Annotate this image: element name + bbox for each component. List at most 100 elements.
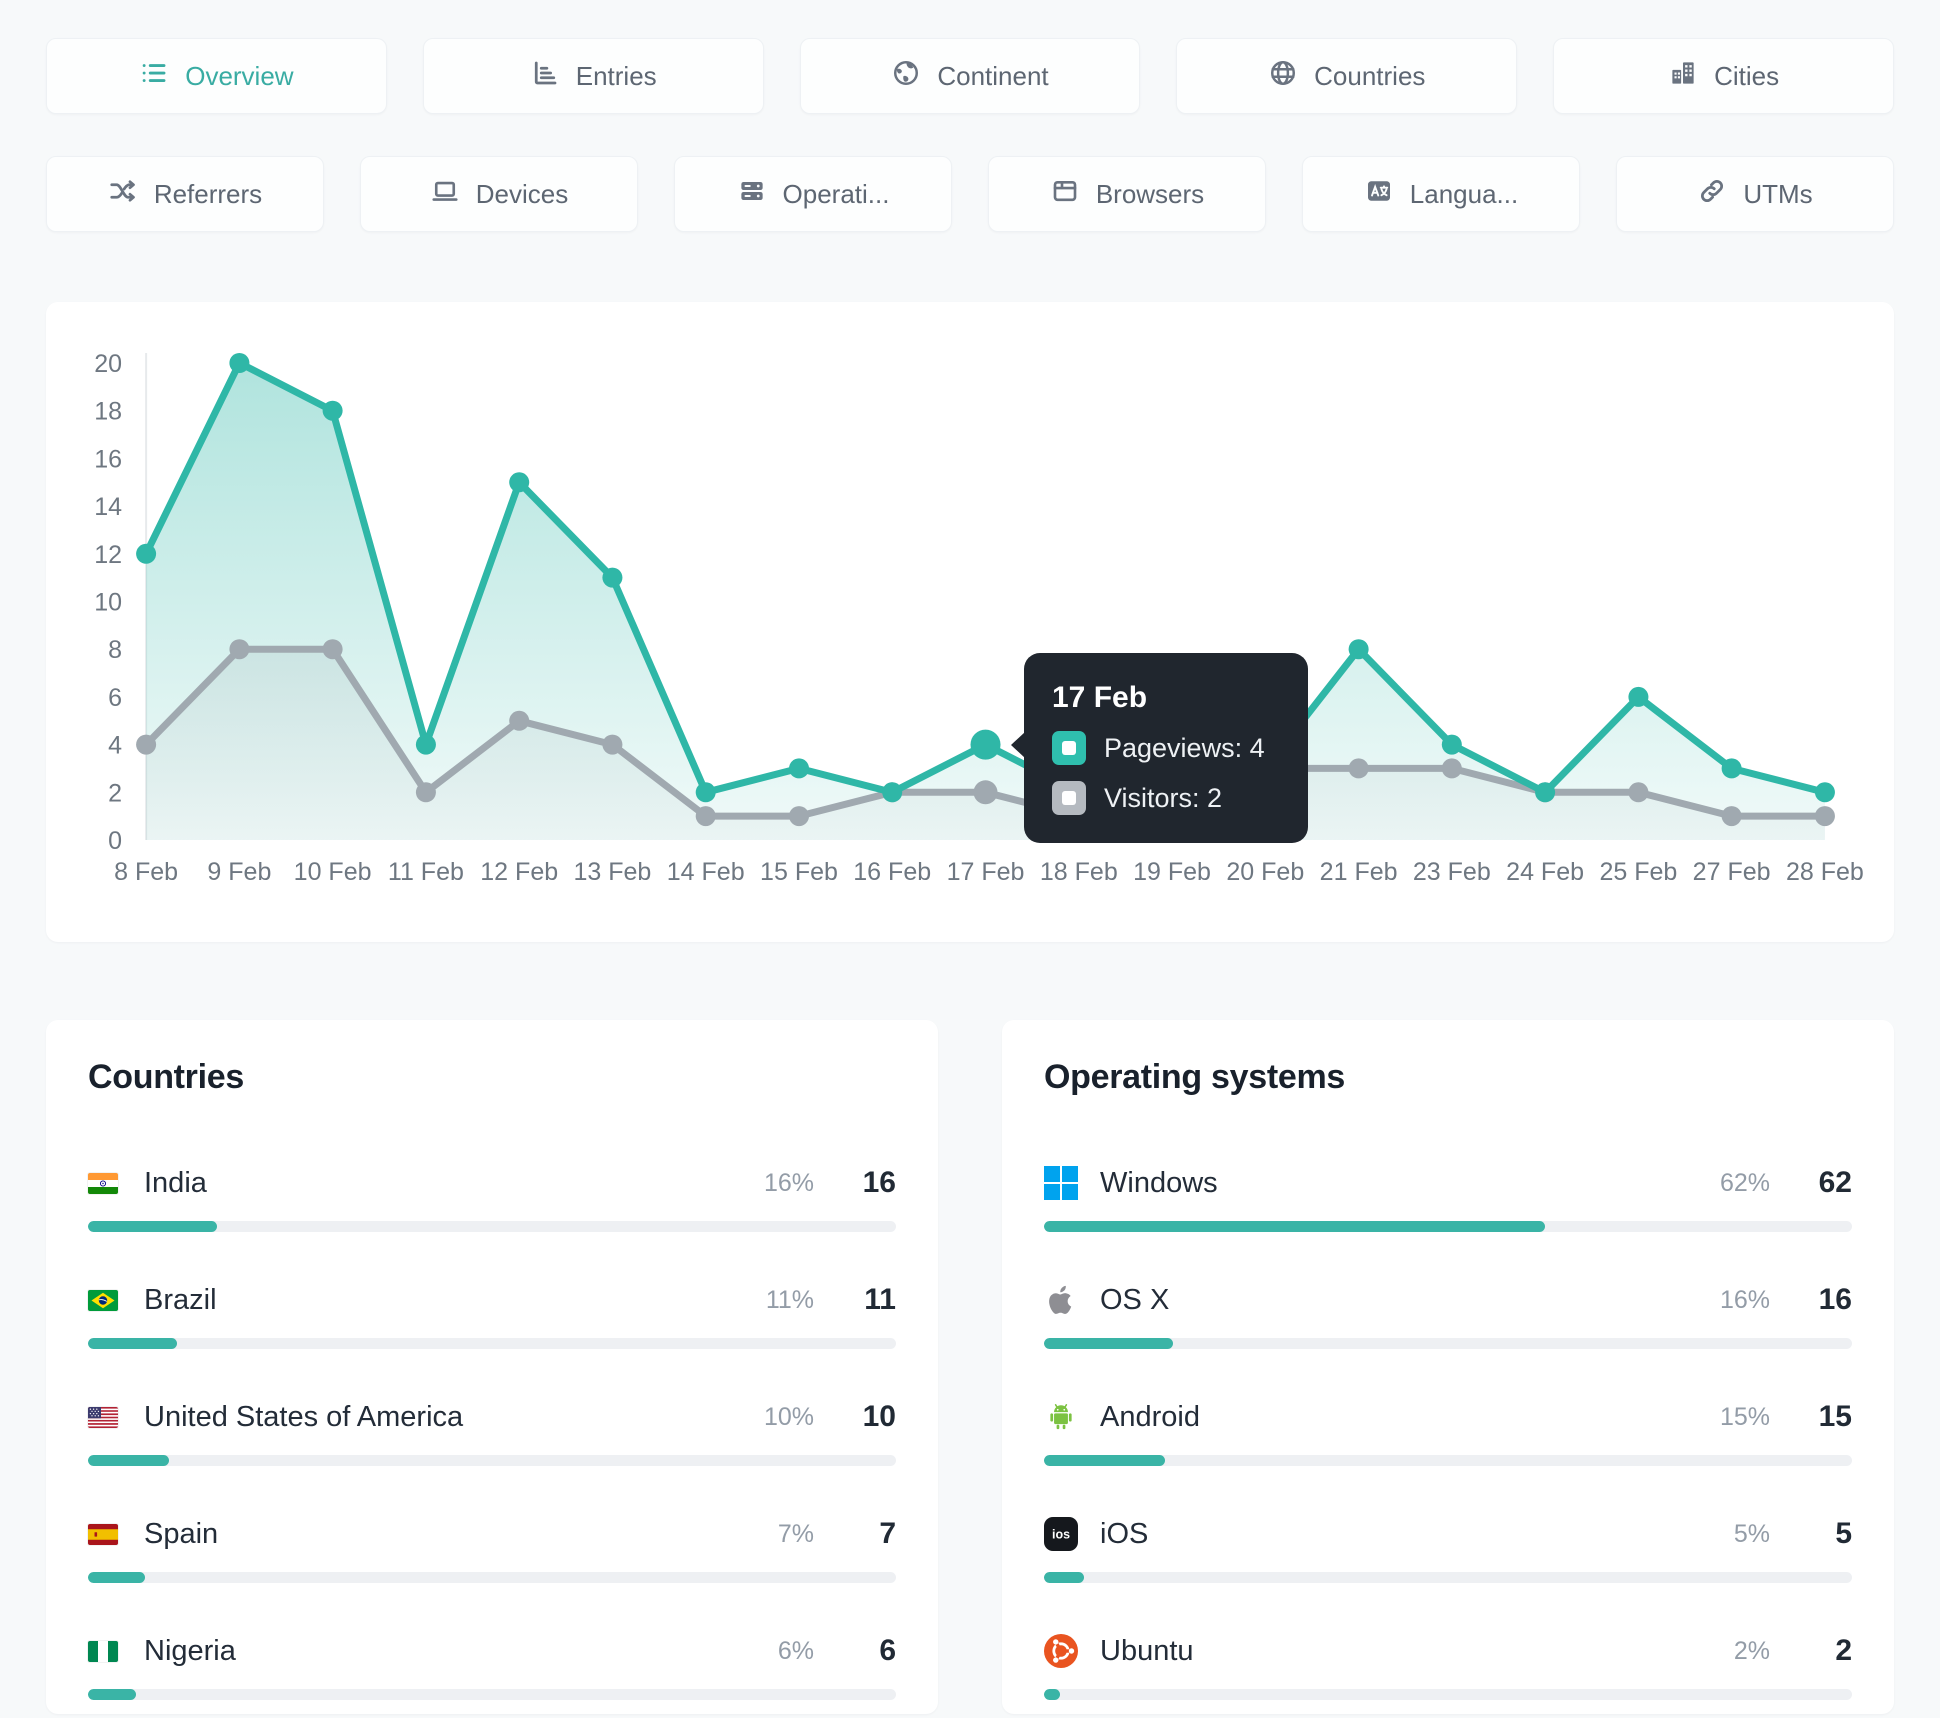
pageviews-marker-icon — [1052, 731, 1086, 765]
os-row-android[interactable]: Android 15% 15 — [1044, 1395, 1852, 1466]
translate-icon — [1364, 176, 1394, 213]
svg-text:14 Feb: 14 Feb — [667, 858, 745, 886]
brazil-flag-icon — [88, 1283, 124, 1317]
svg-text:8: 8 — [108, 636, 122, 664]
panel-title: Operating systems — [1044, 1058, 1346, 1096]
tab-entries[interactable]: Entries — [422, 38, 764, 114]
tab-operating-systems[interactable]: Operati... — [674, 156, 952, 232]
os-value: 15 — [1818, 1400, 1852, 1433]
view-tabs-secondary: Referrers Devices Operati... Browsers La… — [46, 156, 1894, 232]
svg-text:20 Feb: 20 Feb — [1226, 858, 1304, 886]
country-name: United States of America — [144, 1400, 464, 1433]
traffic-line-chart[interactable]: 0 2 4 6 8 10 12 14 16 18 20 8 Feb 9 Feb 10 Feb 11 Feb 1… — [46, 302, 1894, 942]
os-progress-bar — [1044, 1689, 1852, 1700]
country-row-usa[interactable]: United States of America 10% 10 — [88, 1395, 896, 1466]
tab-label: Overview — [185, 60, 294, 91]
svg-text:10 Feb: 10 Feb — [294, 858, 372, 886]
browser-icon — [1050, 176, 1080, 213]
os-name: Ubuntu — [1100, 1634, 1194, 1667]
tab-label: Entries — [575, 60, 657, 91]
svg-text:17 Feb: 17 Feb — [947, 858, 1025, 886]
country-row-nigeria[interactable]: Nigeria 6% 6 — [88, 1629, 896, 1700]
nigeria-flag-icon — [88, 1634, 124, 1668]
country-row-india[interactable]: India 16% 16 — [88, 1161, 896, 1232]
os-row-ios[interactable]: ios iOS 5% 5 — [1044, 1512, 1852, 1583]
tab-label: Operati... — [782, 178, 890, 209]
os-percent: 2% — [1733, 1636, 1770, 1665]
country-name: India — [144, 1166, 207, 1199]
tab-cities[interactable]: Cities — [1553, 38, 1894, 114]
tab-label: Cities — [1714, 60, 1780, 91]
ios-icon: ios — [1044, 1517, 1080, 1551]
tab-label: Devices — [475, 178, 569, 209]
os-value: 62 — [1818, 1166, 1852, 1199]
tooltip-arrow — [1011, 732, 1025, 758]
country-row-brazil[interactable]: Brazil 11% 11 — [88, 1278, 896, 1349]
tab-label: Countries — [1314, 60, 1426, 91]
panel-title: Countries — [88, 1058, 244, 1096]
tab-label: Continent — [937, 60, 1049, 91]
tooltip-visitors-text: Visitors: 2 — [1104, 782, 1223, 813]
visitors-marker-icon — [1052, 781, 1086, 815]
tab-overview[interactable]: Overview — [46, 38, 387, 114]
tab-continent[interactable]: Continent — [799, 38, 1141, 114]
country-progress-bar — [88, 1689, 896, 1700]
tooltip-date: 17 Feb — [1052, 681, 1148, 714]
country-progress-bar — [88, 1572, 896, 1583]
svg-text:8 Feb: 8 Feb — [114, 858, 178, 886]
os-percent: 62% — [1719, 1168, 1770, 1197]
tab-countries[interactable]: Countries — [1176, 38, 1518, 114]
svg-text:16 Feb: 16 Feb — [853, 858, 931, 886]
india-flag-icon — [88, 1166, 124, 1200]
country-percent: 6% — [777, 1636, 814, 1665]
svg-text:2: 2 — [108, 779, 122, 807]
tab-label: Langua... — [1409, 178, 1519, 209]
earth-icon — [891, 58, 921, 95]
tab-browsers[interactable]: Browsers — [988, 156, 1266, 232]
os-name: Windows — [1100, 1166, 1218, 1199]
os-name: OS X — [1100, 1283, 1170, 1316]
os-percent: 15% — [1719, 1402, 1770, 1431]
spain-flag-icon — [88, 1517, 124, 1551]
country-percent: 11% — [765, 1285, 814, 1314]
country-value: 7 — [879, 1517, 896, 1550]
svg-text:11 Feb: 11 Feb — [388, 858, 464, 886]
country-progress-bar — [88, 1221, 896, 1232]
os-value: 2 — [1835, 1634, 1852, 1667]
usa-flag-icon — [88, 1400, 124, 1434]
os-row-ubuntu[interactable]: Ubuntu 2% 2 — [1044, 1629, 1852, 1700]
svg-text:19 Feb: 19 Feb — [1133, 858, 1211, 886]
country-percent: 10% — [763, 1402, 814, 1431]
os-progress-bar — [1044, 1455, 1852, 1466]
operating-systems-panel: Operating systems Windows 62% 62 OS X 16… — [1002, 1020, 1894, 1714]
tab-languages[interactable]: Langua... — [1302, 156, 1580, 232]
tab-utms[interactable]: UTMs — [1616, 156, 1894, 232]
tooltip-pageviews-text: Pageviews: 4 — [1104, 732, 1265, 763]
bar-chart-icon — [530, 58, 560, 95]
country-value: 10 — [862, 1400, 896, 1433]
os-percent: 5% — [1733, 1519, 1770, 1548]
country-value: 16 — [862, 1166, 896, 1199]
laptop-icon — [430, 176, 460, 213]
svg-text:24 Feb: 24 Feb — [1506, 858, 1584, 886]
traffic-chart-card: 0 2 4 6 8 10 12 14 16 18 20 8 Feb 9 Feb 10 Feb 11 Feb 1… — [46, 302, 1894, 942]
svg-text:18 Feb: 18 Feb — [1040, 858, 1118, 886]
os-row-osx[interactable]: OS X 16% 16 — [1044, 1278, 1852, 1349]
tab-devices[interactable]: Devices — [360, 156, 638, 232]
svg-text:12 Feb: 12 Feb — [480, 858, 558, 886]
os-row-windows[interactable]: Windows 62% 62 — [1044, 1161, 1852, 1232]
link-icon — [1697, 176, 1727, 213]
tooltip-visitors-row: Visitors: 2 — [1052, 781, 1280, 815]
country-row-spain[interactable]: Spain 7% 7 — [88, 1512, 896, 1583]
tab-referrers[interactable]: Referrers — [46, 156, 324, 232]
svg-text:16: 16 — [94, 445, 122, 473]
os-value: 5 — [1835, 1517, 1852, 1550]
country-name: Nigeria — [144, 1634, 236, 1667]
breakdown-panels: Countries India 16% 16 Brazil 11% 11 — [46, 1020, 1894, 1714]
os-progress-bar — [1044, 1221, 1852, 1232]
country-value: 11 — [864, 1283, 896, 1316]
svg-text:23 Feb: 23 Feb — [1413, 858, 1491, 886]
country-progress-bar — [88, 1338, 896, 1349]
svg-text:25 Feb: 25 Feb — [1599, 858, 1677, 886]
svg-text:20: 20 — [94, 350, 122, 378]
